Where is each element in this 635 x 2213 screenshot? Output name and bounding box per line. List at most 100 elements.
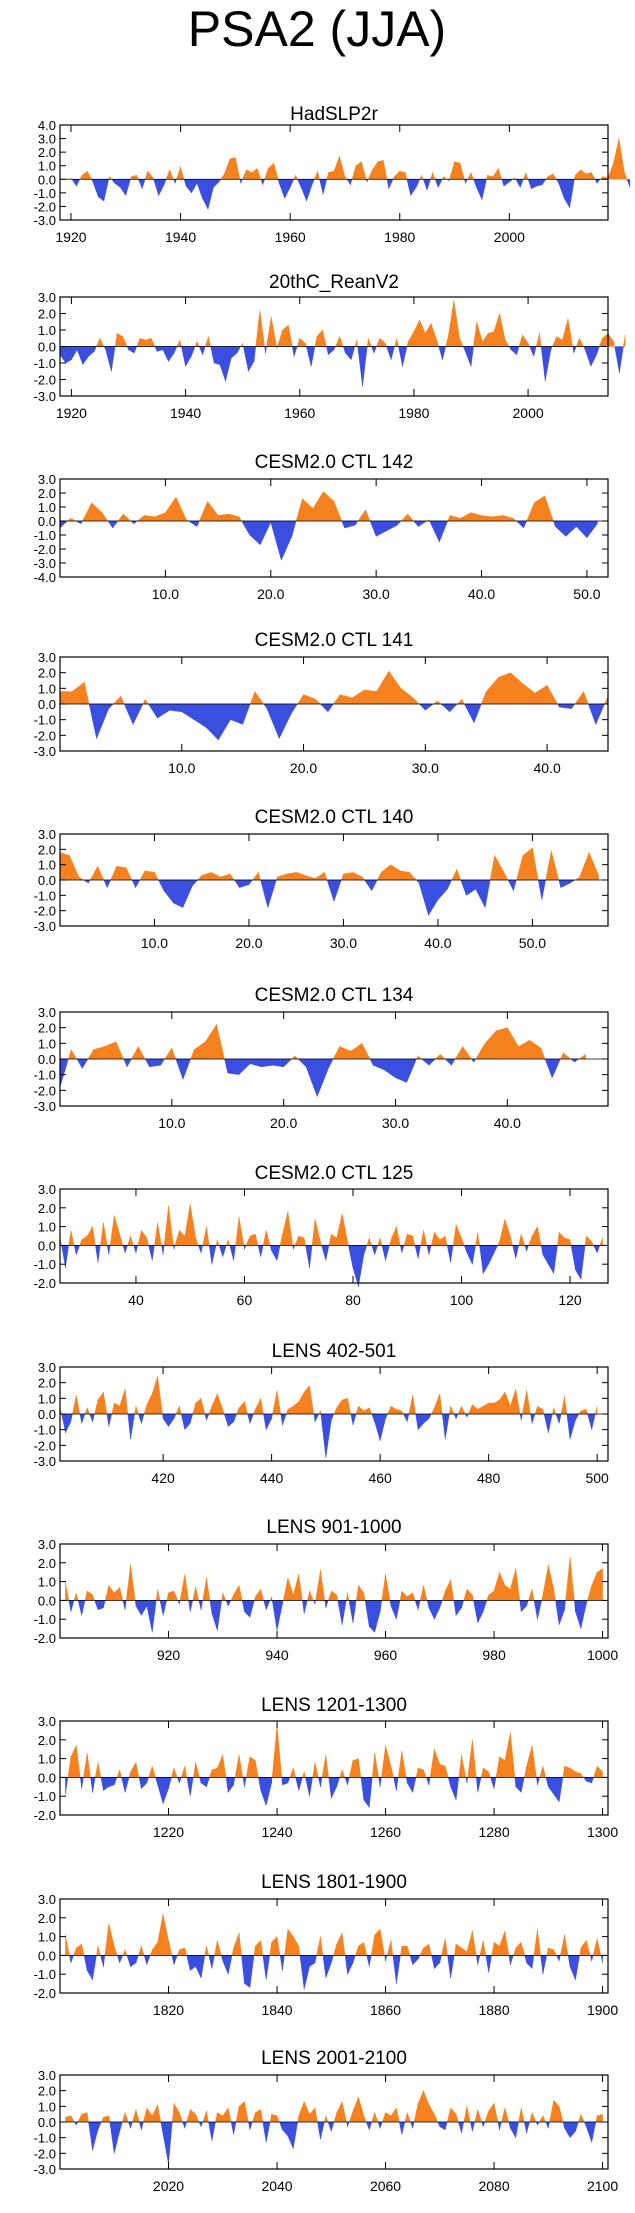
panel-10: LENS 1201-1300 3.0 2.0 1.0 0.0 -1.0 -2.0 1220 12… xyxy=(34,1695,619,1840)
x-tick-label: 100 xyxy=(450,1292,474,1308)
x-tick-label: 120 xyxy=(558,1292,582,1308)
negative-area-series xyxy=(59,1058,580,1097)
x-tick-label: 40.0 xyxy=(533,760,560,776)
panel-title: CESM2.0 CTL 140 xyxy=(255,807,414,828)
y-tick-label: 1.0 xyxy=(38,1752,56,1767)
x-tick-label: 1920 xyxy=(56,405,87,421)
x-tick-label: 2020 xyxy=(153,2178,184,2194)
x-tick-label: 1980 xyxy=(384,229,415,245)
y-tick-label: -2.0 xyxy=(34,373,56,388)
y-tick-label: -3.0 xyxy=(34,556,56,571)
y-tick-label: -1.0 xyxy=(34,1423,56,1438)
positive-area-series xyxy=(67,490,554,522)
positive-area-series xyxy=(65,1913,602,1956)
x-tick-label: 1220 xyxy=(153,1824,184,1840)
y-tick-label: -3.0 xyxy=(34,919,56,934)
y-tick-label: 0.0 xyxy=(38,873,56,888)
negative-area-series xyxy=(61,1245,601,1287)
negative-area-series xyxy=(69,1955,603,1990)
x-tick-label: 10.0 xyxy=(152,586,179,602)
y-tick-label: 1.0 xyxy=(38,681,56,696)
panel-12: LENS 2001-2100 3.02.01.00.0-1.0-2.0-3.0 20… xyxy=(34,2048,619,2194)
x-tick-label: 2060 xyxy=(370,2178,401,2194)
plot-frame xyxy=(59,1898,609,1994)
y-tick-label: -2.0 xyxy=(34,904,56,919)
y-tick-label: 0.0 xyxy=(38,1770,56,1785)
x-tick-label: 1300 xyxy=(587,1824,618,1840)
x-tick-label: 2100 xyxy=(587,2178,618,2194)
x-tick-label: 960 xyxy=(374,1647,398,1663)
x-tick-label: 40 xyxy=(128,1292,144,1308)
y-tick-label: -2.0 xyxy=(34,199,56,214)
y-tick-label: -1.0 xyxy=(34,1967,56,1982)
x-tick-label: 460 xyxy=(368,1470,392,1486)
y-tick-label: -1.0 xyxy=(34,356,56,371)
x-tick-label: 1000 xyxy=(587,1647,618,1663)
x-tick-label: 1860 xyxy=(370,2002,401,2018)
x-tick-label: 20.0 xyxy=(290,760,317,776)
x-tick-label: 1280 xyxy=(478,1824,509,1840)
y-tick-label: -2.0 xyxy=(34,1276,56,1291)
y-tick-label: 0.0 xyxy=(38,1407,56,1422)
positive-area-series xyxy=(70,138,628,180)
x-tick-label: 20.0 xyxy=(270,1115,297,1131)
positive-area-series xyxy=(59,670,609,705)
y-tick-label: 1.0 xyxy=(38,323,56,338)
x-tick-label: 30.0 xyxy=(330,935,357,951)
x-tick-label: 1840 xyxy=(261,2002,292,2018)
positive-area-series xyxy=(59,1204,603,1246)
x-tick-label: 940 xyxy=(265,1647,289,1663)
y-tick-label: 3.0 xyxy=(38,1892,56,1907)
y-tick-label: 3.0 xyxy=(38,827,56,842)
panel-8: LENS 402-501 3.02.01.00.0-1.0-2.0-3.0 420 4… xyxy=(34,1341,609,1486)
x-tick-label: 2040 xyxy=(261,2178,292,2194)
y-tick-label: 2.0 xyxy=(38,307,56,322)
y-tick-label: -1.0 xyxy=(34,1789,56,1804)
x-tick-label: 40.0 xyxy=(468,586,495,602)
y-tick-label: -3.0 xyxy=(34,213,56,228)
negative-area-series xyxy=(71,179,631,210)
y-tick-label: -1.0 xyxy=(34,713,56,728)
panel-title: LENS 2001-2100 xyxy=(261,2048,407,2069)
x-tick-label: 2080 xyxy=(478,2178,509,2194)
y-tick-label: 0.0 xyxy=(38,172,56,187)
negative-area-series xyxy=(59,520,598,561)
y-tick-label: -4.0 xyxy=(34,570,56,585)
plot-frame xyxy=(59,1543,609,1639)
x-tick-label: 1240 xyxy=(261,1824,292,1840)
x-tick-label: 1940 xyxy=(165,229,196,245)
y-tick-label: 3.0 xyxy=(38,1360,56,1375)
panel-title: LENS 1201-1300 xyxy=(261,1695,407,1716)
panel-title: CESM2.0 CTL 142 xyxy=(255,452,414,473)
y-tick-label: 4.0 xyxy=(38,118,56,133)
y-tick-label: 0.0 xyxy=(38,1052,56,1067)
y-tick-label: 1.0 xyxy=(38,2099,56,2114)
y-tick-label: 0.0 xyxy=(38,514,56,529)
y-tick-label: -1.0 xyxy=(34,1612,56,1627)
negative-area-series xyxy=(68,1600,588,1633)
x-tick-label: 40.0 xyxy=(494,1115,521,1131)
negative-area-series xyxy=(82,879,576,916)
y-tick-label: 1.0 xyxy=(38,1036,56,1051)
panel-9: LENS 901-1000 3.0 2.0 1.0 0.0 -1.0 -2.0 920 940 9… xyxy=(34,1517,619,1663)
x-tick-label: 500 xyxy=(585,1470,609,1486)
y-tick-label: -2.0 xyxy=(34,542,56,557)
panel-3: CESM2.0 CTL 142 3.02.01.00.0-1.0-2.0-3.0-… xyxy=(34,452,609,602)
panel-6: CESM2.0 CTL 134 3.02.01.00.0-1.0-2.0-3.0 1… xyxy=(34,985,609,1131)
x-tick-label: 2000 xyxy=(494,229,525,245)
y-tick-label: 3.0 xyxy=(38,290,56,305)
y-tick-label: 1.0 xyxy=(38,500,56,515)
y-tick-label: -3.0 xyxy=(34,389,56,404)
x-tick-label: 40.0 xyxy=(424,935,451,951)
x-tick-label: 980 xyxy=(482,1647,506,1663)
y-tick-label: 1.0 xyxy=(38,1391,56,1406)
positive-area-series xyxy=(65,2090,603,2123)
y-tick-label: 3.0 xyxy=(38,1005,56,1020)
x-tick-label: 420 xyxy=(151,1470,175,1486)
plot-frame xyxy=(59,478,609,578)
y-tick-label: 0.0 xyxy=(38,697,56,712)
x-tick-label: 20.0 xyxy=(235,935,262,951)
y-tick-label: -2.0 xyxy=(34,2146,56,2161)
